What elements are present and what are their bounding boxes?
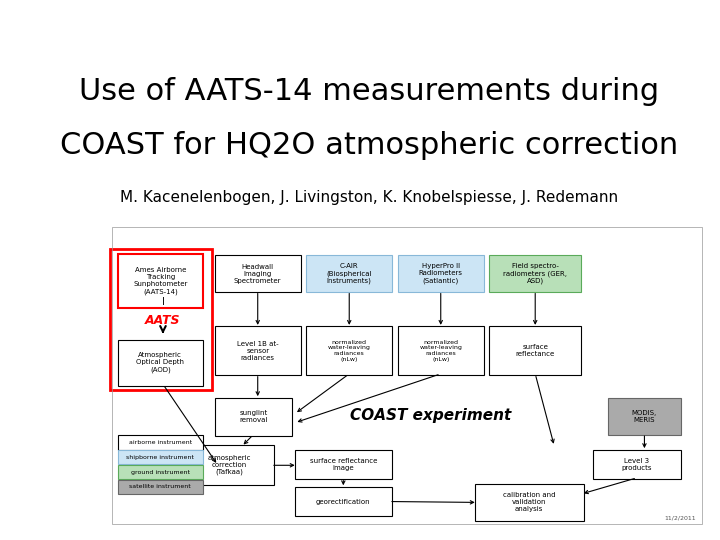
FancyBboxPatch shape	[117, 450, 203, 464]
Text: calibration and
validation
analysis: calibration and validation analysis	[503, 492, 556, 512]
Text: COAST experiment: COAST experiment	[350, 408, 511, 423]
Text: satellite instrument: satellite instrument	[130, 484, 192, 489]
Text: surface reflectance
image: surface reflectance image	[310, 458, 377, 471]
Text: atmospheric
correction
(Tafkaa): atmospheric correction (Tafkaa)	[208, 455, 251, 475]
Text: Level 3
products: Level 3 products	[622, 458, 652, 471]
Text: ground instrument: ground instrument	[131, 470, 190, 475]
Text: shipborne instrument: shipborne instrument	[127, 455, 194, 460]
FancyBboxPatch shape	[608, 397, 681, 435]
Text: COAST for HQ2O atmospheric correction: COAST for HQ2O atmospheric correction	[60, 131, 678, 160]
Text: airborne instrument: airborne instrument	[129, 440, 192, 445]
FancyBboxPatch shape	[490, 255, 581, 292]
Text: surface
reflectance: surface reflectance	[516, 345, 555, 357]
Text: normalized
water-leaving
radiances
(nLw): normalized water-leaving radiances (nLw)	[328, 340, 371, 362]
Text: HyperPro II
Radiometers
(Satlantic): HyperPro II Radiometers (Satlantic)	[419, 264, 463, 284]
FancyBboxPatch shape	[117, 340, 203, 386]
Text: MODIS,
MERIS: MODIS, MERIS	[632, 410, 657, 423]
Text: Atmospheric
Optical Depth
(AOD): Atmospheric Optical Depth (AOD)	[136, 353, 184, 373]
Text: 11/2/2011: 11/2/2011	[665, 516, 696, 521]
FancyBboxPatch shape	[307, 326, 392, 375]
Text: Field spectro-
radiometers (GER,
ASD): Field spectro- radiometers (GER, ASD)	[503, 263, 567, 284]
Text: Ames Airborne
Tracking
Sunphotometer
(AATS-14): Ames Airborne Tracking Sunphotometer (AA…	[133, 267, 187, 295]
Text: Use of AATS-14 measurements during: Use of AATS-14 measurements during	[79, 77, 659, 106]
FancyBboxPatch shape	[117, 435, 203, 449]
FancyBboxPatch shape	[294, 487, 392, 516]
Text: Headwall
Imaging
Spectrometer: Headwall Imaging Spectrometer	[234, 264, 282, 284]
FancyBboxPatch shape	[117, 465, 203, 480]
Text: Level 1B at-
sensor
radiances: Level 1B at- sensor radiances	[237, 341, 279, 361]
FancyBboxPatch shape	[474, 484, 584, 521]
FancyBboxPatch shape	[398, 326, 484, 375]
FancyBboxPatch shape	[185, 445, 274, 485]
FancyBboxPatch shape	[593, 449, 681, 480]
FancyBboxPatch shape	[215, 397, 292, 436]
FancyBboxPatch shape	[294, 449, 392, 480]
FancyBboxPatch shape	[215, 255, 300, 292]
Text: I: I	[161, 297, 164, 307]
Text: georectification: georectification	[316, 498, 371, 504]
Text: C-AIR
(Biospherical
Instruments): C-AIR (Biospherical Instruments)	[326, 263, 372, 284]
Text: normalized
water-leaving
radiances
(nLw): normalized water-leaving radiances (nLw)	[419, 340, 462, 362]
FancyBboxPatch shape	[215, 326, 300, 375]
FancyBboxPatch shape	[307, 255, 392, 292]
Text: M. Kacenelenbogen, J. Livingston, K. Knobelspiesse, J. Redemann: M. Kacenelenbogen, J. Livingston, K. Kno…	[120, 190, 618, 205]
FancyBboxPatch shape	[398, 255, 484, 292]
FancyBboxPatch shape	[117, 253, 203, 308]
FancyBboxPatch shape	[490, 326, 581, 375]
Text: AATS: AATS	[145, 314, 181, 327]
Text: sunglint
removal: sunglint removal	[239, 410, 268, 423]
FancyBboxPatch shape	[117, 480, 203, 494]
